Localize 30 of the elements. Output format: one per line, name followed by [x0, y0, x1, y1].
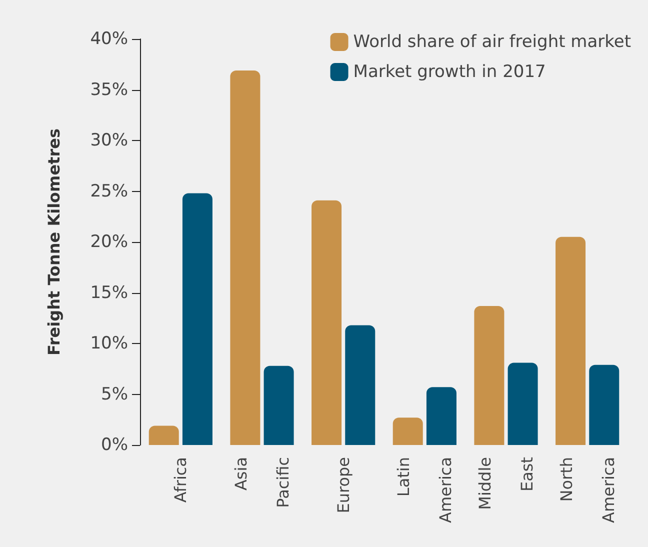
y-tick-label: 5%: [101, 384, 128, 404]
x-tick-label: Africa: [171, 457, 190, 503]
y-tick-label: 35%: [90, 80, 128, 100]
legend-label: Market growth in 2017: [353, 62, 546, 82]
bar: [474, 306, 504, 445]
bar: [264, 366, 294, 445]
bar: [312, 200, 342, 445]
category-label: North America: [556, 457, 618, 523]
category-label: Latin America: [394, 457, 456, 523]
bar: [148, 426, 179, 445]
bar: [508, 362, 538, 445]
legend-label: World share of air freight market: [353, 32, 632, 52]
bar: [426, 387, 456, 445]
y-tick-label: 25%: [90, 181, 128, 202]
bar: [230, 70, 260, 445]
bar: [392, 418, 423, 445]
y-tick-label: 40%: [90, 29, 128, 49]
y-tick-label: 20%: [90, 232, 128, 252]
x-tick-label: Europe: [334, 457, 353, 514]
bar: [556, 236, 586, 445]
bar: [182, 193, 212, 445]
bar: [589, 364, 620, 445]
y-tick-label: 30%: [90, 130, 128, 150]
y-axis-title: Freight Tonne Kilometres: [44, 128, 64, 356]
y-tick-label: 0%: [101, 435, 128, 455]
y-tick-label: 15%: [90, 282, 128, 303]
category-label: Asia Pacific: [232, 457, 292, 508]
y-tick-label: 10%: [90, 334, 128, 354]
bar: [345, 325, 376, 445]
category-label: Middle East: [476, 457, 536, 510]
